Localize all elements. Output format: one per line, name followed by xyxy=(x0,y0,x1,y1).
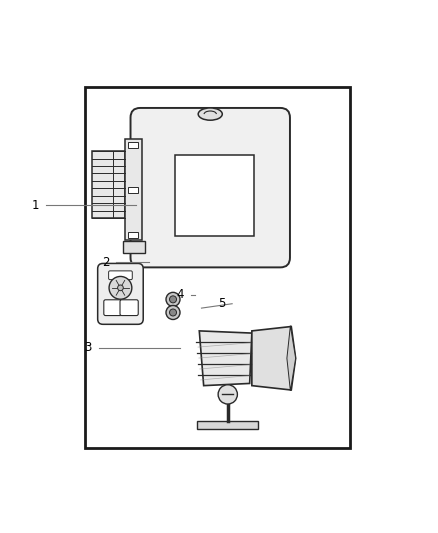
FancyBboxPatch shape xyxy=(131,108,290,268)
Bar xyxy=(128,142,138,148)
Polygon shape xyxy=(252,327,296,390)
Circle shape xyxy=(170,309,177,316)
Polygon shape xyxy=(287,326,296,391)
Circle shape xyxy=(166,292,180,306)
FancyBboxPatch shape xyxy=(120,300,138,316)
Bar xyxy=(92,151,125,219)
Text: 2: 2 xyxy=(102,256,110,269)
FancyBboxPatch shape xyxy=(109,271,132,280)
Bar xyxy=(85,87,350,448)
FancyBboxPatch shape xyxy=(98,263,143,324)
Bar xyxy=(197,421,258,429)
Bar xyxy=(175,155,254,236)
Ellipse shape xyxy=(198,108,222,120)
Circle shape xyxy=(109,277,132,299)
Text: 5: 5 xyxy=(218,297,226,310)
Circle shape xyxy=(170,296,177,303)
Text: 1: 1 xyxy=(32,199,39,212)
Bar xyxy=(128,232,138,238)
Bar xyxy=(128,187,138,193)
Bar xyxy=(125,139,142,240)
Circle shape xyxy=(166,305,180,319)
Circle shape xyxy=(117,285,124,290)
Bar xyxy=(123,241,145,253)
Circle shape xyxy=(218,385,237,404)
Polygon shape xyxy=(199,331,252,386)
FancyBboxPatch shape xyxy=(104,300,122,316)
Text: 4: 4 xyxy=(177,288,184,302)
Text: 3: 3 xyxy=(85,341,92,354)
